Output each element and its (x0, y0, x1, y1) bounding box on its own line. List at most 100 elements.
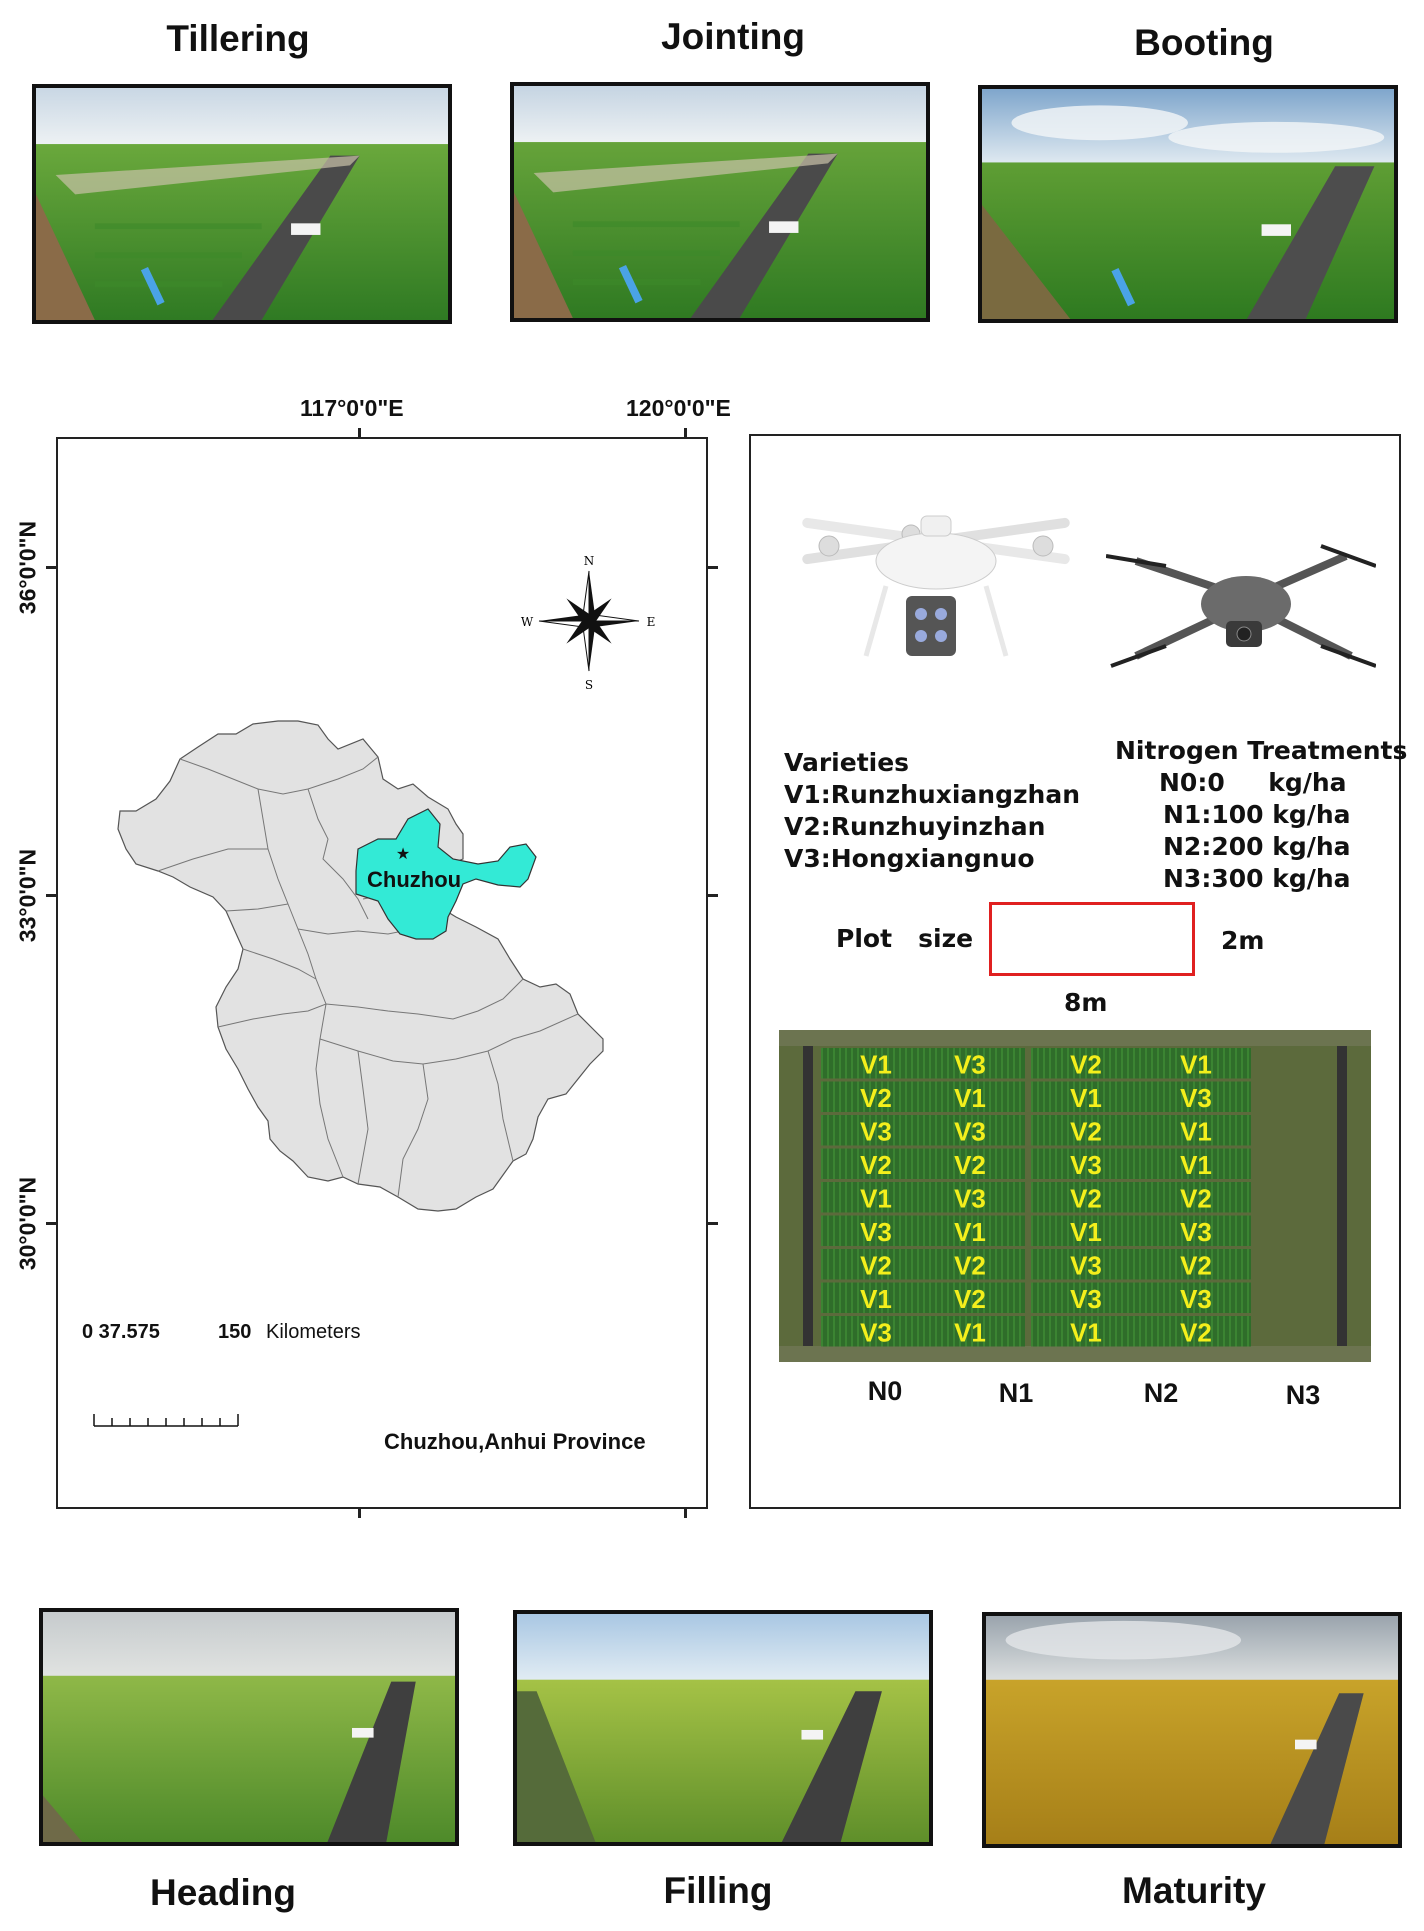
scale-label-right: 150 (218, 1321, 252, 1343)
plot-cell (915, 1316, 1025, 1347)
lat-label-36: 36°0'0"N (14, 520, 41, 615)
plot-cell-variety: V1 (1180, 1150, 1212, 1180)
nitrogen-n0: N0:0 kg/ha (1159, 768, 1347, 797)
plot-cell-variety: V3 (1070, 1284, 1102, 1314)
nitrogen-n3: N3:300 kg/ha (1163, 864, 1351, 893)
compass-rose-icon: N S E W (521, 554, 656, 692)
plot-cell (821, 1148, 931, 1179)
stage-title-maturity: Maturity (1122, 1870, 1266, 1911)
column-label-n0: N0 (867, 1376, 903, 1406)
plot-cell (1141, 1182, 1251, 1213)
plot-cell-variety: V2 (860, 1150, 892, 1180)
plot-cell (1031, 1282, 1141, 1313)
plot-cell (1141, 1081, 1251, 1112)
lat-label-30: 30°0'0"N (14, 1176, 41, 1271)
plot-cell-variety: V2 (954, 1284, 986, 1314)
plot-cell-variety: V3 (860, 1217, 892, 1247)
plot-cell (1141, 1282, 1251, 1313)
plot-cell (915, 1249, 1025, 1280)
plot-cell (1031, 1148, 1141, 1179)
plot-cell (821, 1282, 931, 1313)
plot-cell-variety: V2 (1180, 1184, 1212, 1214)
plot-cell (1031, 1316, 1141, 1347)
plot-size-label: Plot size (836, 924, 974, 953)
plot-cell (1141, 1048, 1251, 1079)
lon-label-117: 117°0'0"E (300, 395, 404, 421)
photo-booting (978, 85, 1398, 323)
plot-cell-variety: V1 (954, 1217, 986, 1247)
photo-filling (513, 1610, 933, 1846)
plot-cell-variety: V3 (1180, 1217, 1212, 1247)
stage-title-jointing: Jointing (661, 16, 805, 57)
lat-tick-30-right (708, 1222, 718, 1225)
compass-w: W (521, 615, 534, 629)
plot-cell-variety: V2 (1180, 1251, 1212, 1281)
map-svg: N S E W Chuzhou ★ (93, 554, 656, 1427)
lat-tick-36-left (46, 566, 56, 569)
nitrogen-n2: N2:200 kg/ha (1163, 832, 1351, 861)
plot-cell-variety: V1 (1180, 1050, 1212, 1080)
plot-cell (1141, 1148, 1251, 1179)
plot-cell-variety: V2 (1070, 1184, 1102, 1214)
plot-cell-variety: V3 (860, 1318, 892, 1348)
column-label-n2: N2 (1143, 1378, 1179, 1408)
plot-cell (915, 1148, 1025, 1179)
column-label-n3: N3 (1285, 1380, 1321, 1410)
plot-cell (1031, 1048, 1141, 1079)
stage-title-heading: Heading (150, 1872, 296, 1913)
plot-cell-variety: V2 (1070, 1050, 1102, 1080)
plot-cell-variety: V2 (1070, 1117, 1102, 1147)
plot-cell-variety: V1 (1180, 1117, 1212, 1147)
map-panel: N S E W Chuzhou ★ (56, 437, 708, 1509)
plot-cell (821, 1215, 931, 1246)
photo-maturity (982, 1612, 1402, 1848)
plot-cell-variety: V3 (954, 1117, 986, 1147)
plot-size-rectangle (989, 902, 1195, 976)
lat-tick-36-right (708, 566, 718, 569)
scale-unit: Kilometers (266, 1321, 361, 1343)
anhui-province-region (117, 720, 604, 1212)
plot-cell (1031, 1249, 1141, 1280)
plot-cell-variety: V3 (954, 1184, 986, 1214)
stage-title-tillering: Tillering (166, 18, 310, 59)
scale-label-left: 0 37.575 (82, 1321, 160, 1343)
plot-cell-variety: V2 (954, 1150, 986, 1180)
plot-height-label: 2m (1221, 926, 1265, 955)
plot-cell (1141, 1115, 1251, 1146)
photo-tillering (32, 84, 452, 324)
chuzhou-label: Chuzhou (367, 867, 461, 892)
plot-cell-variety: V1 (860, 1184, 892, 1214)
nitrogen-n1: N1:100 kg/ha (1163, 800, 1351, 829)
lon-tick-120-bottom (684, 1508, 687, 1518)
plot-cell-variety: V1 (954, 1083, 986, 1113)
plot-width-label: 8m (1064, 988, 1108, 1017)
variety-v3: V3:Hongxiangnuo (784, 844, 1035, 873)
plot-cell-variety: V2 (1180, 1318, 1212, 1348)
plot-cell (821, 1316, 931, 1347)
plot-cell (915, 1182, 1025, 1213)
plot-cell-variety: V3 (860, 1117, 892, 1147)
plot-cell (1141, 1316, 1251, 1347)
plot-cell (1031, 1182, 1141, 1213)
plot-cell-variety: V3 (1180, 1083, 1212, 1113)
compass-s: S (585, 678, 593, 692)
plot-cell (821, 1048, 931, 1079)
plot-cell (821, 1249, 931, 1280)
lat-tick-33-right (708, 894, 718, 897)
lon-tick-117-bottom (358, 1508, 361, 1518)
rgb-drone-icon (1106, 544, 1376, 668)
nitrogen-title: Nitrogen Treatments (1115, 736, 1408, 765)
plot-cell-variety: V2 (954, 1251, 986, 1281)
plot-cell (1031, 1115, 1141, 1146)
multispectral-drone-icon (802, 515, 1070, 657)
chuzhou-region (355, 808, 537, 940)
compass-n: N (584, 554, 595, 568)
scale-bar (93, 1414, 239, 1427)
column-label-n1: N1 (998, 1378, 1034, 1408)
plot-cell (915, 1215, 1025, 1246)
lon-tick-120-top (684, 428, 687, 438)
plot-cell (821, 1081, 931, 1112)
stage-title-filling: Filling (663, 1870, 773, 1911)
plot-cell-variety: V3 (1070, 1251, 1102, 1281)
map-caption: Chuzhou,Anhui Province (384, 1429, 646, 1454)
